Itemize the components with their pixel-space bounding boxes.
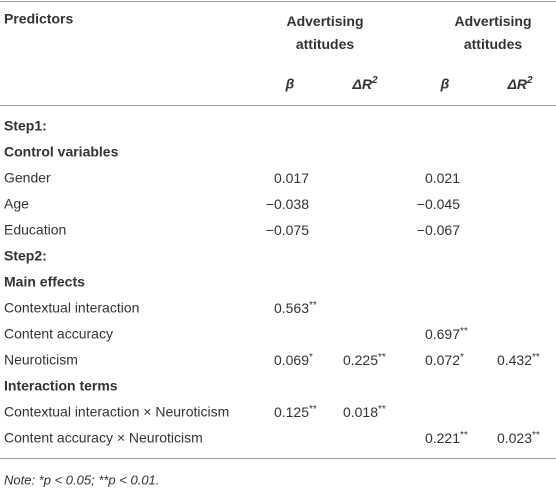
row-label: Age: [4, 196, 29, 212]
row-label: Gender: [4, 170, 51, 186]
column-header: β: [285, 76, 295, 92]
header-predictors: Predictors: [4, 11, 73, 27]
column-header: β: [440, 76, 450, 92]
cell-value: 0.069*: [274, 352, 313, 368]
column-header: ΔR2: [506, 75, 533, 92]
column-header: ΔR2: [351, 75, 378, 92]
row-label: Contextual interaction × Neuroticism: [4, 404, 229, 420]
row-label: Content accuracy: [4, 326, 113, 342]
cell-value: 0.697**: [425, 326, 468, 342]
section-label: Step2:: [4, 248, 47, 264]
section-label: Main effects: [4, 274, 85, 290]
cell-value: 0.225**: [343, 352, 386, 368]
section-label: Step1:: [4, 118, 47, 134]
row-label: Neuroticism: [4, 352, 78, 368]
cell-value: 0.021: [425, 170, 460, 186]
cell-value: 0.125**: [274, 404, 317, 420]
cell-value: −0.038: [266, 196, 309, 212]
column-group-header: Advertising attitudes: [286, 13, 363, 52]
table-note: Note: *p < 0.05; **p < 0.01.: [4, 472, 159, 487]
section-label: Control variables: [4, 144, 119, 160]
section-label: Interaction terms: [4, 378, 118, 394]
cell-value: −0.075: [266, 222, 309, 238]
cell-value: −0.067: [417, 222, 460, 238]
row-label: Content accuracy × Neuroticism: [4, 430, 203, 446]
cell-value: 0.018**: [343, 404, 386, 420]
cell-value: −0.045: [417, 196, 460, 212]
row-label: Contextual interaction: [4, 300, 139, 316]
cell-value: 0.221**: [425, 430, 468, 446]
cell-value: 0.017: [274, 170, 309, 186]
cell-value: 0.563**: [274, 300, 317, 316]
column-group-header: Advertising attitudes: [454, 13, 531, 52]
cell-value: 0.023**: [497, 430, 540, 446]
cell-value: 0.432**: [497, 352, 540, 368]
cell-value: 0.072*: [425, 352, 464, 368]
row-label: Education: [4, 222, 66, 238]
